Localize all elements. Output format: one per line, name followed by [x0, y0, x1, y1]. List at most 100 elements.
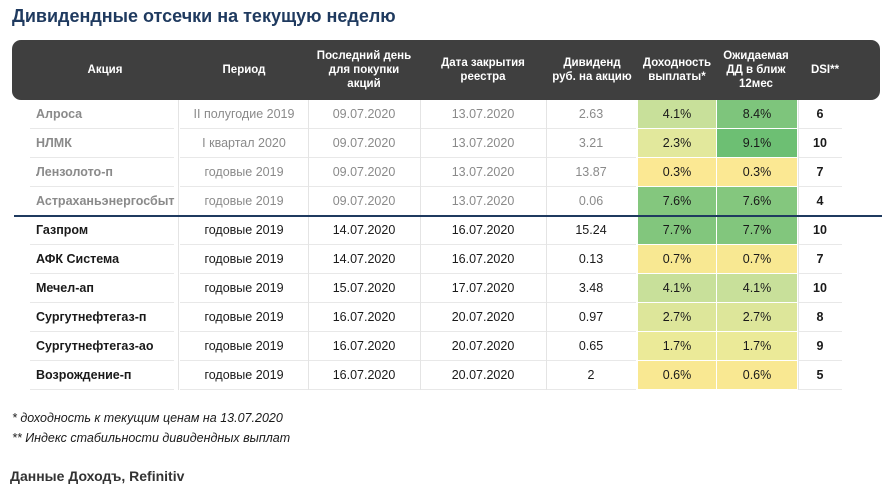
cell-dsi: 7 [798, 245, 842, 274]
cell-record-date: 13.07.2020 [420, 187, 546, 216]
table-header: Акция Период Последний день для покупки … [12, 40, 880, 100]
header-last-day: Последний день для покупки акций [316, 50, 412, 90]
cell-period: II полугодие 2019 [180, 100, 308, 129]
column-divider [178, 100, 179, 390]
table-row: Возрождение-п годовые 2019 16.07.2020 20.07… [30, 361, 843, 390]
cell-period: годовые 2019 [180, 303, 308, 332]
cell-dsi: 6 [798, 100, 842, 129]
cell-expected-yield: 0.6% [717, 361, 797, 390]
cell-record-date: 20.07.2020 [420, 332, 546, 361]
column-divider [546, 100, 547, 390]
cell-stock: Мечел-ап [30, 274, 174, 303]
cell-dsi: 7 [798, 158, 842, 187]
cell-dividend: 15.24 [546, 216, 636, 245]
table-row: Лензолото-п годовые 2019 09.07.2020 13.07.2… [30, 158, 843, 187]
cell-stock: НЛМК [30, 129, 174, 158]
header-dividend: Дивиденд руб. на акцию [552, 57, 632, 83]
cell-expected-yield: 1.7% [717, 332, 797, 361]
header-record-date: Дата закрытия реестра [441, 57, 525, 83]
header-yield: Доходность выплаты* [642, 57, 712, 83]
cell-last-day: 09.07.2020 [308, 187, 420, 216]
cell-last-day: 16.07.2020 [308, 332, 420, 361]
cell-expected-yield: 0.7% [717, 245, 797, 274]
header-stock: Акция [87, 64, 123, 76]
cell-expected-yield: 2.7% [717, 303, 797, 332]
cell-last-day: 16.07.2020 [308, 303, 420, 332]
cell-dsi: 5 [798, 361, 842, 390]
cell-last-day: 09.07.2020 [308, 100, 420, 129]
cell-record-date: 13.07.2020 [420, 158, 546, 187]
cell-yield: 7.6% [638, 187, 716, 216]
cell-dividend: 13.87 [546, 158, 636, 187]
cell-period: годовые 2019 [180, 361, 308, 390]
cell-expected-yield: 9.1% [717, 129, 797, 158]
cell-expected-yield: 8.4% [717, 100, 797, 129]
column-divider [308, 100, 309, 390]
column-divider [420, 100, 421, 390]
cell-dsi: 8 [798, 303, 842, 332]
cell-last-day: 14.07.2020 [308, 216, 420, 245]
cell-yield: 2.7% [638, 303, 716, 332]
cell-yield: 0.3% [638, 158, 716, 187]
table-row: Алроса II полугодие 2019 09.07.2020 13.07.2… [30, 100, 843, 129]
cell-period: годовые 2019 [180, 245, 308, 274]
cell-stock: Сургутнефтегаз-п [30, 303, 174, 332]
cell-record-date: 16.07.2020 [420, 245, 546, 274]
table-row: Сургутнефтегаз-ао годовые 2019 16.07.2020 2… [30, 332, 843, 361]
column-divider [798, 100, 799, 390]
footnote-dsi: ** Индекс стабильности дивидендных выпла… [12, 431, 291, 445]
cell-expected-yield: 7.7% [717, 216, 797, 245]
cell-stock: Лензолото-п [30, 158, 174, 187]
cell-dividend: 3.48 [546, 274, 636, 303]
cell-dividend: 0.65 [546, 332, 636, 361]
cell-yield: 1.7% [638, 332, 716, 361]
cell-yield: 0.6% [638, 361, 716, 390]
cell-dividend: 2 [546, 361, 636, 390]
cell-dividend: 2.63 [546, 100, 636, 129]
table-row: НЛМК I квартал 2020 09.07.2020 13.07.2020 3.… [30, 129, 843, 158]
cell-dsi: 4 [798, 187, 842, 216]
cell-stock: Сургутнефтегаз-ао [30, 332, 174, 361]
cell-yield: 2.3% [638, 129, 716, 158]
cell-dsi: 10 [798, 216, 842, 245]
cell-dividend: 0.13 [546, 245, 636, 274]
cell-yield: 4.1% [638, 274, 716, 303]
table-row: Газпром годовые 2019 14.07.2020 16.07.2020 1… [30, 216, 843, 245]
cell-yield: 7.7% [638, 216, 716, 245]
cell-yield: 0.7% [638, 245, 716, 274]
cell-last-day: 16.07.2020 [308, 361, 420, 390]
cell-record-date: 17.07.2020 [420, 274, 546, 303]
data-source: Данные Доходъ, Refinitiv [10, 468, 185, 484]
cell-stock: Газпром [30, 216, 174, 245]
cell-expected-yield: 4.1% [717, 274, 797, 303]
cell-period: I квартал 2020 [180, 129, 308, 158]
current-week-divider [14, 215, 882, 217]
cell-last-day: 14.07.2020 [308, 245, 420, 274]
cell-period: годовые 2019 [180, 216, 308, 245]
footnote-yield: * доходность к текущим ценам на 13.07.20… [12, 411, 283, 425]
cell-record-date: 20.07.2020 [420, 303, 546, 332]
cell-expected-yield: 0.3% [717, 158, 797, 187]
cell-period: годовые 2019 [180, 187, 308, 216]
cell-stock: Астраханьэнергосбыт [30, 187, 175, 216]
cell-stock: АФК Система [30, 245, 174, 274]
cell-dsi: 10 [798, 274, 842, 303]
header-period: Период [222, 64, 266, 76]
table-row: Астраханьэнергосбыт годовые 2019 09.07.202… [30, 187, 843, 216]
cell-last-day: 15.07.2020 [308, 274, 420, 303]
cell-last-day: 09.07.2020 [308, 129, 420, 158]
cell-dividend: 0.97 [546, 303, 636, 332]
table-row: АФК Система годовые 2019 14.07.2020 16.07.2… [30, 245, 843, 274]
cell-dsi: 9 [798, 332, 842, 361]
cell-dsi: 10 [798, 129, 842, 158]
cell-period: годовые 2019 [180, 158, 308, 187]
header-expected-yield: Ожидаемая ДД в ближ 12мес [723, 50, 789, 90]
table-row: Сургутнефтегаз-п годовые 2019 16.07.2020 20… [30, 303, 843, 332]
cell-record-date: 13.07.2020 [420, 129, 546, 158]
page-title: Дивидендные отсечки на текущую неделю [12, 6, 396, 26]
cell-dividend: 3.21 [546, 129, 636, 158]
cell-stock: Возрождение-п [30, 361, 174, 390]
cell-yield: 4.1% [638, 100, 716, 129]
cell-period: годовые 2019 [180, 332, 308, 361]
cell-record-date: 13.07.2020 [420, 100, 546, 129]
